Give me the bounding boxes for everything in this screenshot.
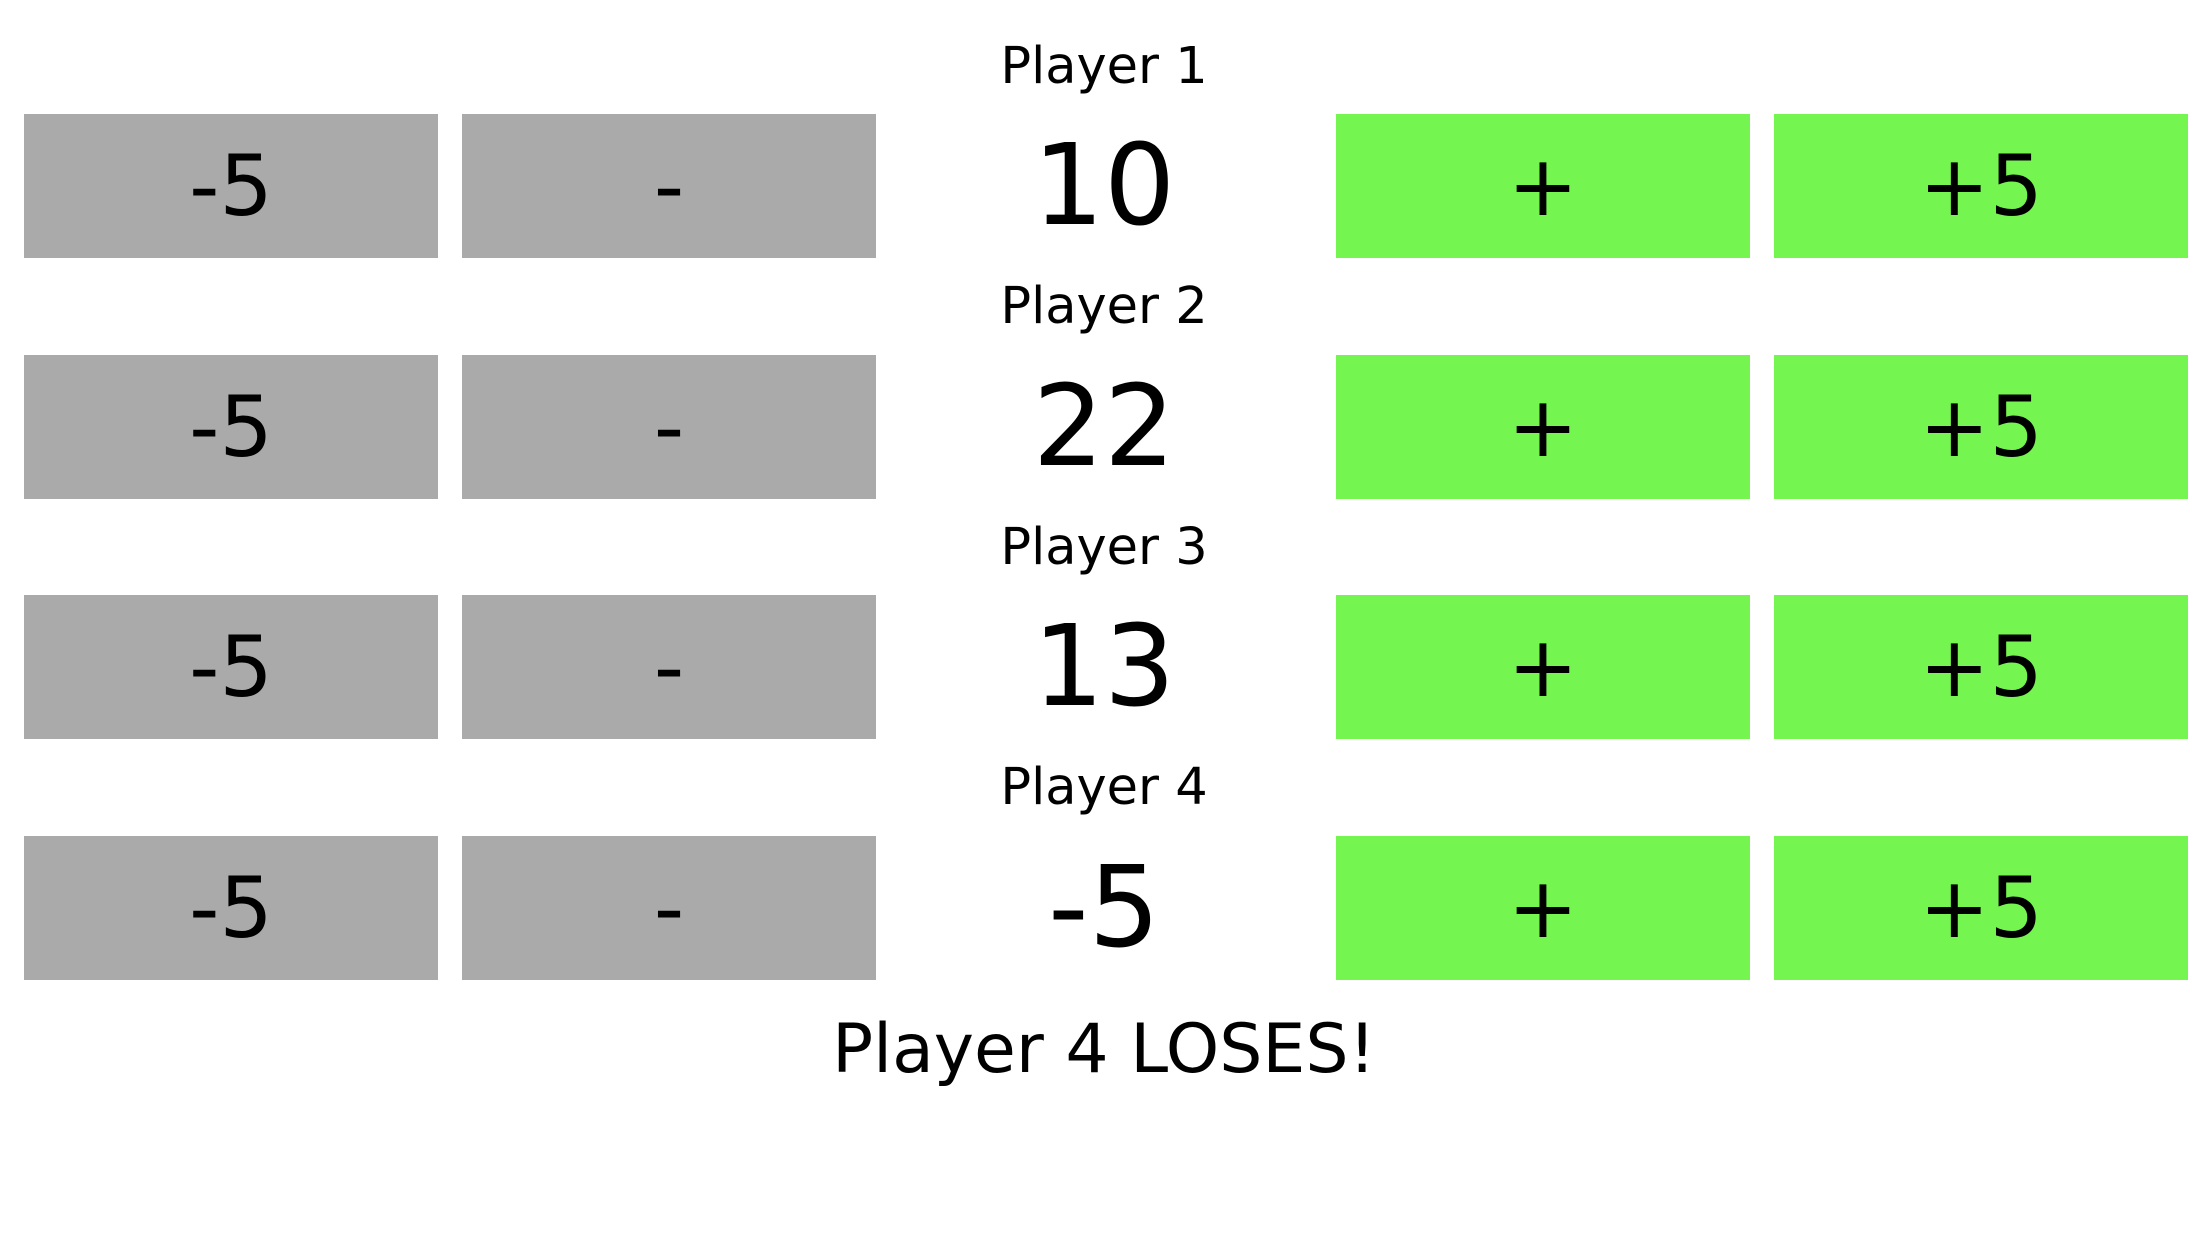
player-name: Player 2 (1000, 277, 1208, 336)
minus-five-button[interactable]: -5 (24, 836, 438, 980)
minus-five-button[interactable]: -5 (24, 114, 438, 258)
minus-one-button[interactable]: - (462, 595, 876, 739)
plus-one-button[interactable]: + (1336, 836, 1750, 980)
player-score: 22 (1032, 362, 1176, 492)
player-score: 10 (1032, 121, 1176, 251)
plus-one-button[interactable]: + (1336, 355, 1750, 499)
plus-one-button[interactable]: + (1336, 114, 1750, 258)
minus-one-button[interactable]: - (462, 114, 876, 258)
plus-five-button[interactable]: +5 (1774, 836, 2188, 980)
minus-one-button[interactable]: - (462, 836, 876, 980)
plus-five-button[interactable]: +5 (1774, 114, 2188, 258)
plus-five-button[interactable]: +5 (1774, 355, 2188, 499)
plus-five-button[interactable]: +5 (1774, 595, 2188, 739)
player-score: -5 (1048, 843, 1160, 973)
player-name: Player 1 (1000, 37, 1208, 96)
game-status-message: Player 4 LOSES! (832, 1010, 1376, 1089)
plus-one-button[interactable]: + (1336, 595, 1750, 739)
minus-five-button[interactable]: -5 (24, 595, 438, 739)
player-score: 13 (1032, 602, 1176, 732)
player-name: Player 4 (1000, 758, 1208, 817)
minus-one-button[interactable]: - (462, 355, 876, 499)
player-name: Player 3 (1000, 518, 1208, 577)
minus-five-button[interactable]: -5 (24, 355, 438, 499)
